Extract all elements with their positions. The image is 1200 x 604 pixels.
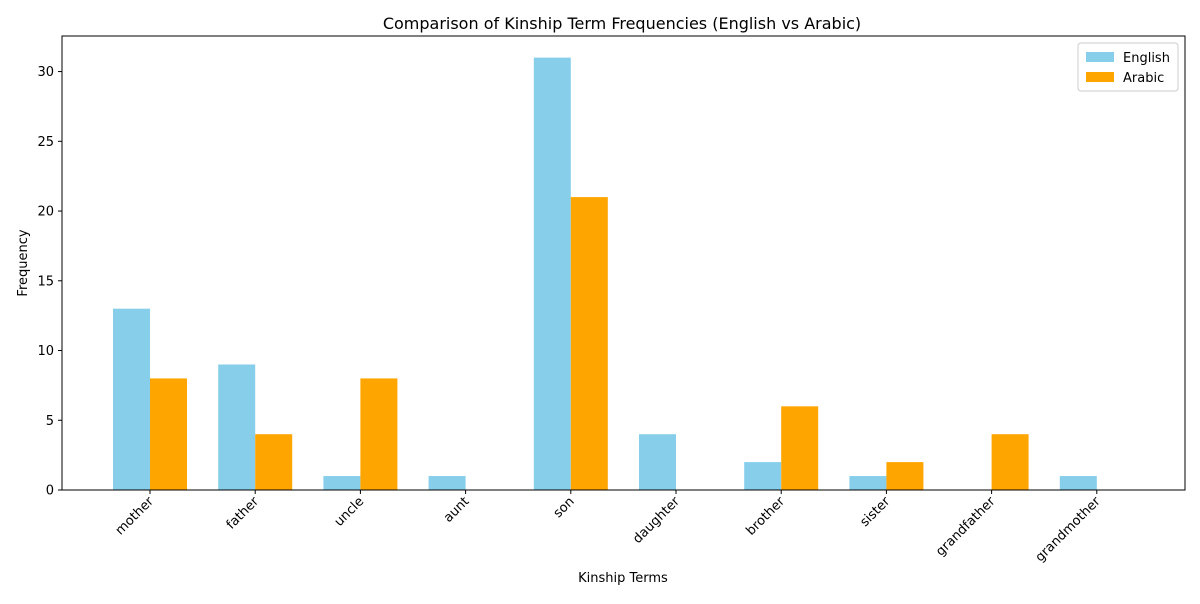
legend-swatch-english bbox=[1086, 52, 1114, 62]
bar-arabic-father bbox=[255, 434, 293, 490]
y-axis-title: Frequency bbox=[16, 229, 31, 296]
bar-arabic-uncle bbox=[360, 378, 398, 490]
bar-english-daughter bbox=[639, 434, 676, 490]
bar-arabic-sister bbox=[886, 462, 924, 490]
y-tick-label: 20 bbox=[37, 205, 54, 220]
bar-english-son bbox=[533, 57, 571, 490]
plot-frame bbox=[61, 35, 1186, 491]
bar-english-mother bbox=[113, 308, 150, 490]
legend-swatch-arabic bbox=[1086, 72, 1114, 82]
x-tick-label: uncle bbox=[332, 494, 368, 530]
bar-english-father bbox=[218, 364, 256, 490]
bar-english-aunt bbox=[428, 476, 466, 490]
y-tick-label: 15 bbox=[37, 274, 54, 289]
y-tick-label: 10 bbox=[37, 344, 54, 359]
x-axis-title: Kinship Terms bbox=[578, 571, 668, 586]
bar-english-brother bbox=[744, 462, 782, 490]
y-axis: 0 5 10 15 20 25 30 bbox=[37, 65, 62, 499]
bar-arabic-mother bbox=[150, 378, 187, 490]
x-tick-label: aunt bbox=[441, 494, 472, 525]
x-axis: mother father uncle aunt son daughter brother s… bbox=[113, 490, 1104, 565]
y-tick-label: 30 bbox=[37, 65, 54, 80]
bar-english-grandmother bbox=[1059, 476, 1097, 490]
x-tick-label: brother bbox=[744, 494, 789, 539]
bar-arabic-son bbox=[570, 197, 608, 490]
y-tick-label: 5 bbox=[46, 414, 54, 429]
x-tick-label: son bbox=[551, 494, 578, 521]
legend-label-english: English bbox=[1123, 51, 1170, 66]
y-tick-label: 25 bbox=[37, 135, 54, 150]
x-tick-label: grandmother bbox=[1033, 494, 1104, 565]
y-tick-label: 0 bbox=[46, 484, 54, 499]
x-tick-label: sister bbox=[857, 494, 893, 530]
chart-title: Comparison of Kinship Term Frequencies (… bbox=[383, 14, 861, 33]
x-tick-label: father bbox=[224, 494, 263, 533]
bar-arabic-brother bbox=[781, 406, 819, 490]
legend: English Arabic bbox=[1077, 42, 1179, 92]
bar-english-sister bbox=[849, 476, 887, 490]
bars-group bbox=[113, 57, 1097, 490]
bar-arabic-grandfather bbox=[991, 434, 1029, 490]
x-tick-label: grandfather bbox=[933, 494, 999, 560]
bar-english-uncle bbox=[323, 476, 361, 490]
x-tick-label: mother bbox=[113, 494, 158, 539]
legend-label-arabic: Arabic bbox=[1123, 71, 1164, 86]
x-tick-label: daughter bbox=[630, 494, 683, 547]
